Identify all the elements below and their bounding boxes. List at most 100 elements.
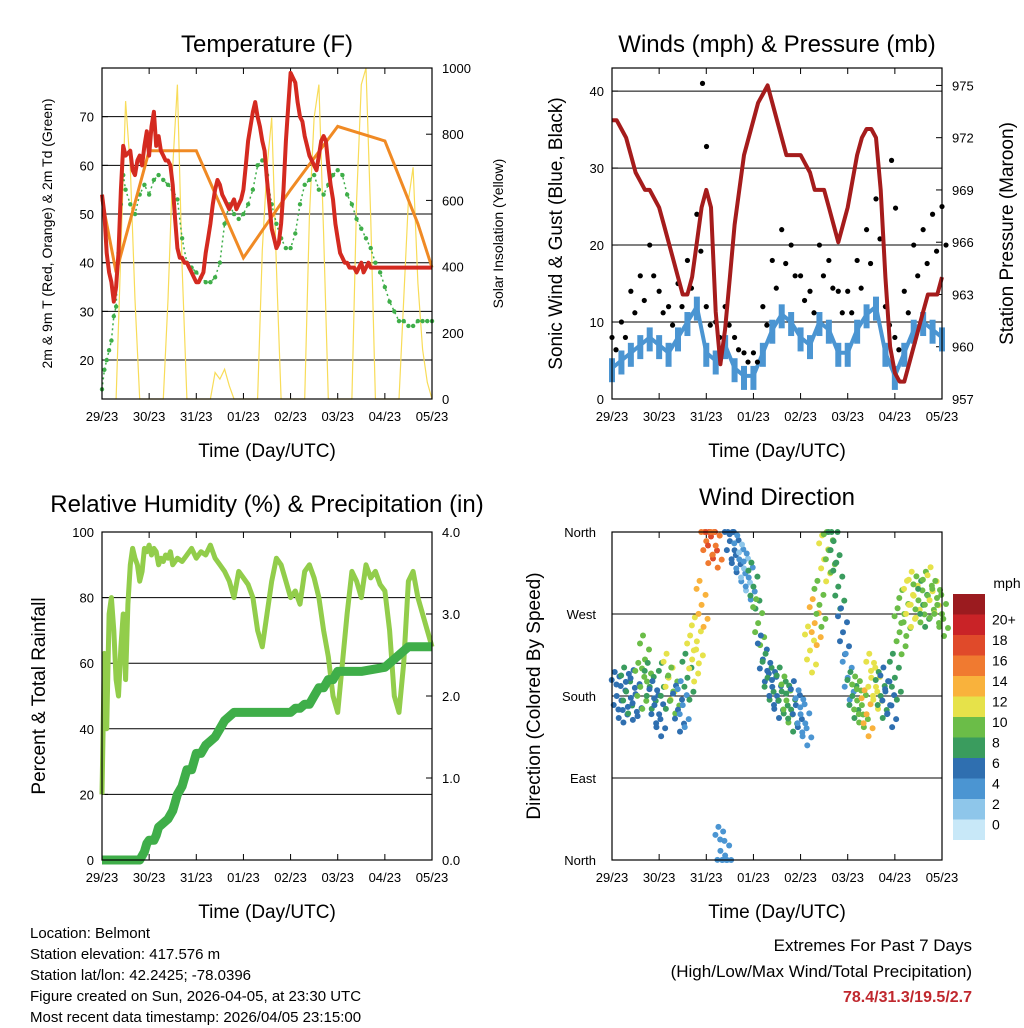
colorbar-unit: mph	[993, 575, 1020, 591]
direction-point	[839, 658, 846, 665]
direction-point	[808, 734, 815, 741]
direction-point	[723, 547, 730, 554]
y-tick-label-temp-4: 60	[80, 158, 94, 173]
direction-point	[921, 601, 928, 608]
direction-point	[759, 610, 766, 617]
direction-point	[813, 642, 820, 649]
direction-point	[700, 547, 707, 554]
direction-point	[742, 583, 749, 590]
gust-point	[632, 310, 638, 316]
direction-point	[771, 702, 777, 708]
y-tick-label-wind-1: 10	[590, 315, 604, 330]
direction-point	[896, 595, 903, 601]
y-tick-label-temp-1: 30	[80, 304, 94, 319]
gust-point	[769, 257, 775, 264]
colorbar-swatch	[953, 676, 985, 697]
y2-tick-label-rh-3: 3.0	[442, 607, 460, 622]
gust-point	[764, 322, 770, 328]
direction-point	[776, 715, 782, 721]
dewpoint-point	[111, 314, 116, 319]
gust-point	[788, 242, 794, 248]
direction-point	[802, 631, 808, 638]
y-axis-label-rh: Percent & Total Rainfall	[29, 597, 50, 794]
dewpoint-point	[250, 187, 256, 192]
direction-point	[635, 659, 642, 666]
direction-point	[624, 703, 631, 710]
x-tick-label-wind-2: 31/23	[690, 409, 723, 424]
direction-point	[822, 615, 829, 622]
direction-point	[738, 574, 744, 581]
station-latlon: Station lat/lon: 42.2425; -78.0396	[30, 967, 252, 984]
direction-point	[823, 578, 830, 585]
direction-point	[778, 681, 785, 688]
gust-point	[807, 288, 813, 294]
direction-point	[813, 610, 820, 617]
direction-point	[662, 683, 669, 690]
direction-point	[874, 688, 881, 695]
direction-point	[806, 710, 813, 717]
direction-point	[745, 574, 752, 581]
direction-point	[740, 546, 747, 553]
direction-point	[794, 720, 801, 727]
direction-point	[755, 620, 762, 627]
direction-point	[696, 577, 703, 584]
direction-point	[621, 664, 628, 671]
y-tick-label-dir-4: North	[564, 525, 596, 540]
series-line-precip	[102, 642, 432, 865]
direction-point	[879, 697, 886, 704]
y2-tick-label-rh-4: 4.0	[442, 525, 460, 540]
gust-point	[731, 334, 738, 341]
x-tick-label-dir-1: 30/23	[643, 870, 676, 885]
direction-point	[639, 705, 646, 712]
direction-point	[832, 592, 839, 599]
direction-point	[708, 533, 714, 540]
gust-point	[651, 273, 657, 279]
direction-point	[646, 646, 652, 653]
y-tick-label-wind-2: 20	[590, 238, 604, 253]
direction-point	[867, 701, 874, 708]
gust-point	[820, 273, 827, 279]
direction-point	[699, 652, 706, 659]
direction-point	[898, 651, 905, 658]
direction-point	[720, 828, 727, 835]
direction-point	[695, 670, 702, 677]
y2-axis-label-temp: Solar Insolation (Yellow)	[490, 159, 506, 309]
colorbar-swatch	[953, 758, 985, 779]
direction-point	[894, 605, 901, 612]
direction-point	[927, 564, 934, 571]
direction-point	[623, 688, 630, 695]
direction-point	[660, 658, 667, 665]
gust-point	[849, 310, 855, 316]
y2-tick-label-rh-2: 2.0	[442, 689, 460, 704]
direction-point	[641, 673, 648, 680]
x-tick-label-dir-0: 29/23	[596, 870, 629, 885]
direction-point	[665, 672, 672, 679]
y-tick-label-wind-3: 30	[590, 161, 604, 176]
direction-point	[676, 711, 683, 718]
direction-point	[886, 658, 893, 665]
direction-point	[741, 565, 747, 572]
direction-point	[629, 700, 636, 707]
direction-point	[864, 716, 871, 723]
x-tick-label-temp-5: 03/23	[321, 409, 354, 424]
gust-point	[703, 143, 710, 150]
direction-point	[811, 620, 818, 627]
direction-point	[717, 836, 724, 843]
direction-point	[877, 672, 884, 679]
gust-point	[892, 205, 899, 211]
direction-point	[887, 702, 894, 709]
gust-point	[873, 196, 879, 202]
direction-point	[655, 667, 662, 674]
colorbar-swatch	[953, 594, 985, 615]
direction-point	[767, 659, 774, 666]
direction-point	[822, 556, 829, 563]
y-tick-label-temp-3: 50	[80, 207, 94, 222]
direction-point	[784, 702, 791, 709]
direction-point	[757, 632, 764, 639]
y-tick-label-dir-0: North	[564, 853, 596, 868]
direction-point	[912, 606, 919, 613]
direction-point	[792, 702, 799, 709]
dewpoint-point	[382, 284, 388, 290]
gust-point	[792, 273, 798, 279]
gust-point	[892, 334, 898, 341]
